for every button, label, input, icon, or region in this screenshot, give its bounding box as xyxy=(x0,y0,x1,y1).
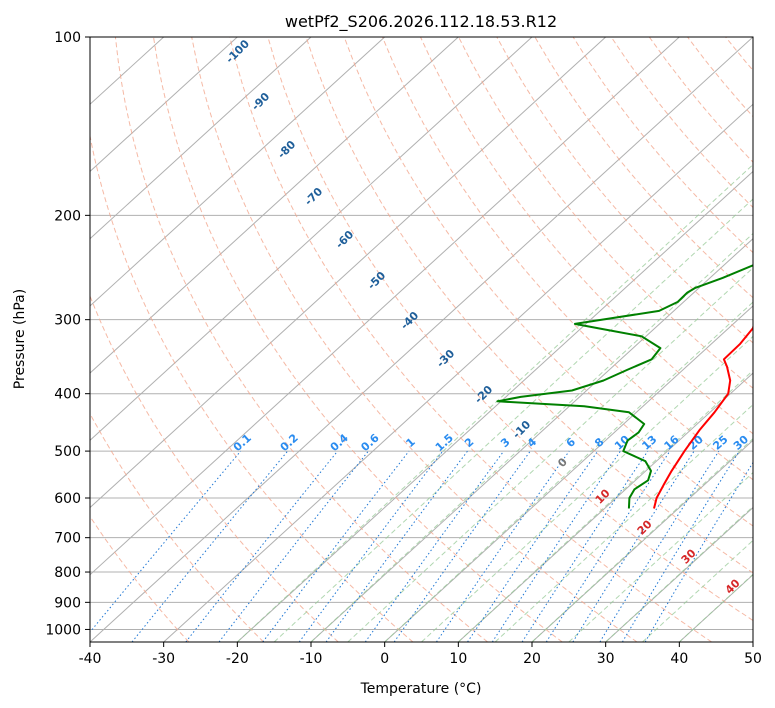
dry-adiabat xyxy=(458,37,753,389)
y-tick-label: 400 xyxy=(54,387,81,403)
x-tick-label: 30 xyxy=(597,651,615,667)
dry-adiabat xyxy=(114,37,488,642)
isotherm-gridline xyxy=(90,37,607,509)
temperature-profile-line xyxy=(653,323,753,509)
y-tick-label: 700 xyxy=(54,531,81,547)
isotherm-gridline xyxy=(605,506,753,642)
isotherm-gridline xyxy=(90,37,753,642)
isotherm-gridline xyxy=(90,37,459,374)
mixing-ratio-line xyxy=(131,450,288,642)
plot-frame xyxy=(89,36,754,643)
moist-adiabat xyxy=(457,369,753,642)
dry-adiabat xyxy=(381,37,753,481)
x-tick-label: 0 xyxy=(380,651,389,667)
moist-adiabat xyxy=(421,335,753,642)
mixing-ratio-line xyxy=(572,450,695,642)
moist-adiabat xyxy=(273,198,753,642)
mixing-ratio-line xyxy=(521,450,649,642)
moist-adiabat xyxy=(310,232,753,642)
x-tick-label: -10 xyxy=(300,651,323,667)
isotherm-gridline xyxy=(90,37,238,173)
isotherm-gridline xyxy=(90,37,680,576)
y-tick-label: 1000 xyxy=(45,622,81,638)
dry-adiabat xyxy=(420,37,753,435)
dry-adiabat xyxy=(496,37,753,344)
dry-adiabat xyxy=(153,37,563,642)
isotherm-gridline xyxy=(457,372,753,642)
x-tick-label: 40 xyxy=(670,651,688,667)
mixing-ratio-line xyxy=(364,450,505,642)
x-tick-label: -20 xyxy=(226,651,249,667)
y-tick-label: 900 xyxy=(54,595,81,611)
mixing-ratio-line xyxy=(467,450,599,642)
mixing-ratio-line xyxy=(298,450,444,642)
x-tick-label: 10 xyxy=(449,651,467,667)
isotherm-gridline xyxy=(531,439,753,642)
x-tick-label: -30 xyxy=(152,651,175,667)
isotherm-gridline xyxy=(384,305,753,642)
plot-area: 0.1 0.2 0.4 0.6 1 1.5 2 3 4 6 8 10 13 16 20 25 30-100-90… xyxy=(90,37,753,642)
isotherm-gridline xyxy=(236,170,753,642)
y-tick-label: 800 xyxy=(54,565,81,581)
axis-ticks: -40 -30 -20 -10 0 10 20 30 40 50 100 200 300 400 500 60… xyxy=(45,30,762,667)
dry-adiabat xyxy=(90,133,414,642)
mixing-ratio-line xyxy=(545,450,671,642)
mixing-ratio-line xyxy=(262,450,410,642)
moist-adiabat xyxy=(384,301,753,642)
mixing-ratio-line xyxy=(393,450,531,642)
mixing-ratio-line xyxy=(90,450,242,633)
y-axis-title: Pressure (hPa) xyxy=(12,289,28,389)
y-tick-label: 600 xyxy=(54,491,81,507)
moist-adiabat xyxy=(531,437,753,642)
dry-adiabat xyxy=(229,37,712,642)
mixing-ratio-line xyxy=(491,450,621,642)
dry-adiabat xyxy=(90,412,264,642)
isotherm-gridline xyxy=(90,37,312,240)
y-tick-label: 200 xyxy=(54,208,81,224)
chart-title: wetPf2_S206.2026.112.18.53.R12 xyxy=(285,12,557,32)
x-axis-title: Temperature (°C) xyxy=(360,681,482,697)
mixing-ratio-line xyxy=(325,450,468,642)
mixing-ratio-line xyxy=(435,450,570,642)
moist-adiabat xyxy=(236,163,753,642)
dry-adiabat xyxy=(267,37,753,622)
dry-adiabat xyxy=(191,37,638,642)
mixing-ratio-line xyxy=(621,450,740,642)
y-tick-label: 500 xyxy=(54,444,81,460)
isotherm-gridline xyxy=(90,37,386,307)
mixing-ratio-line xyxy=(185,450,338,642)
dewpoint-profile-line xyxy=(496,264,753,509)
isotherm-gridline xyxy=(90,37,533,442)
dry-adiabat xyxy=(534,37,753,299)
y-tick-label: 100 xyxy=(54,30,81,46)
x-tick-label: 50 xyxy=(744,651,762,667)
x-tick-label: 20 xyxy=(523,651,541,667)
isotherm-gridline xyxy=(163,103,753,642)
x-tick-label: -40 xyxy=(79,651,102,667)
moist-adiabat xyxy=(347,267,753,642)
y-tick-label: 300 xyxy=(54,313,81,329)
